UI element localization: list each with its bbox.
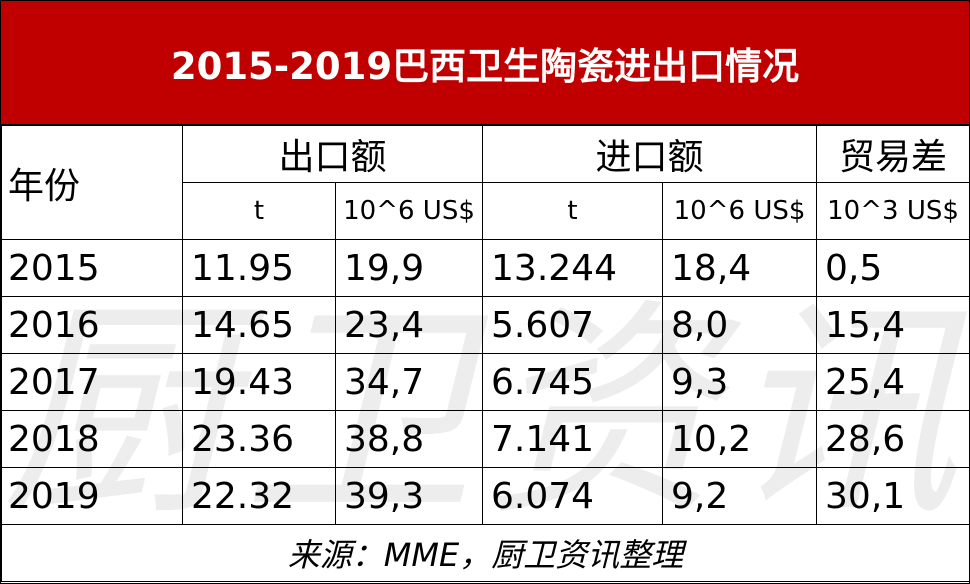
unit-export-t: t xyxy=(182,182,336,240)
balance-cell: 0,5 xyxy=(816,239,969,297)
export-usd-cell: 38,8 xyxy=(334,410,484,468)
export-usd-cell: 19,9 xyxy=(334,239,484,297)
import-usd-cell: 18,4 xyxy=(662,239,818,297)
year-cell: 2019 xyxy=(1,467,183,525)
export-usd-cell: 23,4 xyxy=(334,296,484,354)
unit-balance-usd: 10^3 US$ xyxy=(816,182,969,240)
balance-cell: 15,4 xyxy=(816,296,969,354)
unit-import-t: t xyxy=(482,182,664,240)
year-cell: 2015 xyxy=(1,239,183,297)
import-usd-cell: 8,0 xyxy=(662,296,818,354)
year-cell: 2017 xyxy=(1,353,183,411)
table-row: 2017 19.43 34,7 6.745 9,3 25,4 xyxy=(1,353,969,411)
year-cell: 2018 xyxy=(1,410,183,468)
export-t-cell: 23.36 xyxy=(182,410,336,468)
table-row: 2016 14.65 23,4 5.607 8,0 15,4 xyxy=(1,296,969,354)
year-header: 年份 xyxy=(1,125,183,240)
export-usd-cell: 34,7 xyxy=(334,353,484,411)
import-header: 进口额 xyxy=(482,125,818,183)
import-usd-cell: 9,3 xyxy=(662,353,818,411)
import-t-cell: 6.074 xyxy=(482,467,664,525)
export-t-cell: 11.95 xyxy=(182,239,336,297)
import-t-cell: 13.244 xyxy=(482,239,664,297)
table-row: 2015 11.95 19,9 13.244 18,4 0,5 xyxy=(1,239,969,297)
export-t-cell: 14.65 xyxy=(182,296,336,354)
balance-cell: 28,6 xyxy=(816,410,969,468)
year-cell: 2016 xyxy=(1,296,183,354)
balance-cell: 30,1 xyxy=(816,467,969,525)
unit-import-usd: 10^6 US$ xyxy=(662,182,818,240)
export-header: 出口额 xyxy=(181,125,484,183)
balance-header: 贸易差 xyxy=(816,125,969,183)
export-usd-cell: 39,3 xyxy=(334,467,484,525)
export-t-cell: 19.43 xyxy=(182,353,336,411)
import-t-cell: 5.607 xyxy=(482,296,664,354)
unit-export-usd: 10^6 US$ xyxy=(334,182,484,240)
trade-table: 年份 出口额 进口额 贸易差 t 10^6 US$ t 10^6 US$ 10^… xyxy=(1,125,969,582)
table-row: 2018 23.36 38,8 7.141 10,2 28,6 xyxy=(1,410,969,468)
source-row: 来源：MME，厨卫资讯整理 xyxy=(1,524,969,582)
import-t-cell: 6.745 xyxy=(482,353,664,411)
export-t-cell: 22.32 xyxy=(182,467,336,525)
header-row-1: 年份 出口额 进口额 贸易差 xyxy=(1,125,969,240)
table-title: 2015-2019巴西卫生陶瓷进出口情况 xyxy=(1,1,969,125)
import-usd-cell: 9,2 xyxy=(662,467,818,525)
source-note: 来源：MME，厨卫资讯整理 xyxy=(1,524,969,582)
balance-cell: 25,4 xyxy=(816,353,969,411)
header-row-2: t 10^6 US$ t 10^6 US$ 10^3 US$ xyxy=(2,182,969,240)
import-usd-cell: 10,2 xyxy=(662,410,818,468)
import-t-cell: 7.141 xyxy=(482,410,664,468)
table-row: 2019 22.32 39,3 6.074 9,2 30,1 xyxy=(1,467,969,525)
